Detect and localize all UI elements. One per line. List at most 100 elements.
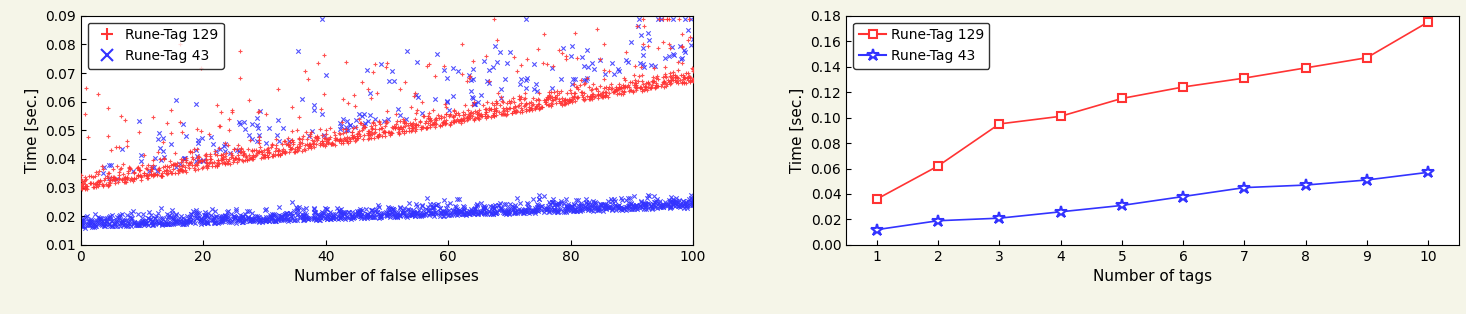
Point bbox=[239, 216, 262, 221]
Point bbox=[254, 218, 277, 223]
Point bbox=[604, 87, 627, 92]
Point bbox=[330, 213, 353, 218]
Point bbox=[259, 214, 283, 219]
Point bbox=[258, 219, 281, 224]
Point bbox=[541, 97, 564, 102]
Point bbox=[349, 214, 372, 219]
Point bbox=[302, 206, 325, 211]
Point bbox=[281, 208, 305, 214]
Point bbox=[287, 215, 311, 220]
Point bbox=[462, 211, 485, 216]
Point bbox=[72, 183, 95, 188]
Point bbox=[223, 216, 246, 221]
Point bbox=[611, 83, 635, 88]
Point bbox=[328, 140, 352, 145]
Point bbox=[315, 214, 339, 219]
Point bbox=[164, 97, 188, 102]
Point bbox=[163, 150, 186, 155]
Point bbox=[504, 210, 528, 215]
Point bbox=[237, 152, 261, 157]
Point bbox=[235, 209, 258, 214]
Point bbox=[443, 108, 466, 113]
Point bbox=[476, 68, 500, 73]
Point bbox=[563, 81, 586, 86]
Point bbox=[144, 172, 167, 177]
Point bbox=[174, 134, 198, 139]
Point bbox=[561, 90, 585, 95]
Point bbox=[475, 211, 498, 216]
Point bbox=[100, 223, 123, 228]
Point bbox=[644, 85, 667, 90]
Point bbox=[229, 146, 252, 151]
Point bbox=[561, 208, 585, 214]
Point bbox=[384, 122, 408, 127]
Point bbox=[186, 155, 210, 160]
Point bbox=[441, 119, 465, 124]
Point bbox=[600, 207, 623, 212]
Point bbox=[315, 127, 339, 133]
Point bbox=[308, 214, 331, 219]
Point bbox=[497, 99, 520, 104]
Point bbox=[388, 212, 412, 217]
Point bbox=[639, 62, 663, 68]
Point bbox=[387, 131, 410, 136]
Point bbox=[641, 79, 664, 84]
Point bbox=[485, 106, 509, 111]
Point bbox=[391, 128, 415, 133]
Point bbox=[273, 149, 296, 154]
Point bbox=[95, 176, 119, 181]
Point bbox=[107, 216, 130, 221]
Point bbox=[660, 80, 683, 85]
Point bbox=[259, 215, 283, 220]
Point bbox=[597, 69, 620, 74]
Point bbox=[350, 123, 374, 128]
Point bbox=[457, 210, 481, 215]
Point bbox=[582, 198, 605, 203]
Point bbox=[491, 98, 515, 103]
Point bbox=[327, 214, 350, 219]
Point bbox=[372, 118, 396, 123]
Point bbox=[365, 210, 388, 215]
Point bbox=[343, 138, 366, 143]
Point bbox=[224, 155, 248, 160]
Point bbox=[174, 221, 198, 226]
Point bbox=[496, 209, 519, 214]
Point bbox=[485, 108, 509, 113]
Point bbox=[261, 212, 284, 217]
Point bbox=[601, 206, 625, 211]
Point bbox=[682, 78, 705, 83]
Point bbox=[418, 208, 441, 213]
Point bbox=[397, 212, 421, 217]
Point bbox=[413, 125, 437, 130]
Point bbox=[185, 154, 208, 159]
Point bbox=[400, 125, 424, 130]
Point bbox=[252, 153, 276, 158]
Point bbox=[296, 217, 320, 222]
Point bbox=[280, 138, 303, 143]
Point bbox=[264, 214, 287, 219]
Point bbox=[652, 72, 676, 77]
Point bbox=[302, 216, 325, 221]
Point bbox=[539, 207, 563, 212]
Point bbox=[677, 74, 701, 79]
Point bbox=[356, 132, 380, 137]
Point bbox=[462, 209, 485, 214]
Point bbox=[649, 16, 673, 21]
Point bbox=[482, 113, 506, 118]
Point bbox=[623, 78, 647, 83]
Point bbox=[204, 215, 227, 220]
Point bbox=[150, 173, 173, 178]
Point bbox=[509, 96, 532, 101]
Point bbox=[658, 203, 682, 208]
Point bbox=[434, 112, 457, 117]
Point bbox=[402, 120, 425, 125]
Point bbox=[151, 164, 174, 169]
Point bbox=[356, 131, 380, 136]
Point bbox=[412, 212, 435, 217]
Point bbox=[374, 134, 397, 139]
Point bbox=[236, 146, 259, 151]
Point bbox=[155, 222, 179, 227]
Point bbox=[463, 205, 487, 210]
Point bbox=[525, 205, 548, 210]
Point bbox=[268, 138, 292, 143]
